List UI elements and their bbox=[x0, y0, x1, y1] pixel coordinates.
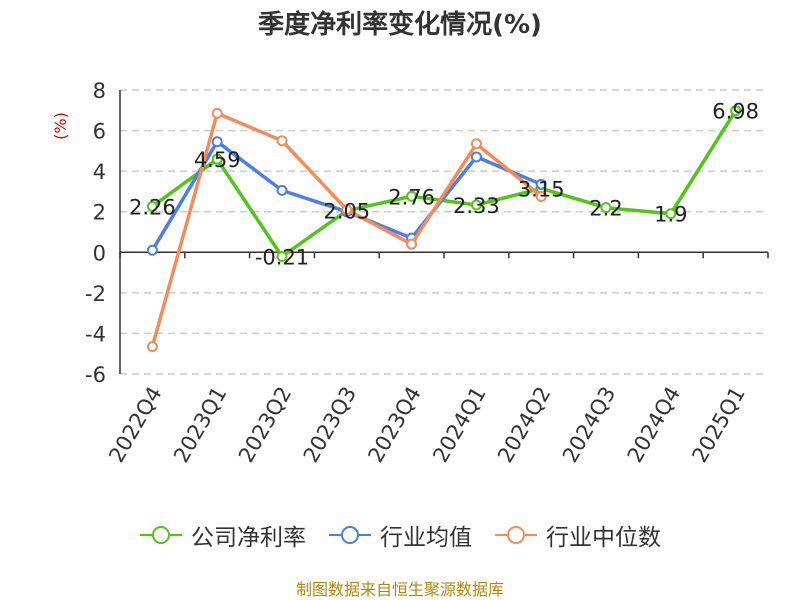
data-point bbox=[276, 184, 288, 196]
data-label: 4.59 bbox=[194, 148, 241, 172]
data-point bbox=[211, 107, 223, 119]
data-label: 2.05 bbox=[323, 200, 370, 224]
data-point bbox=[211, 136, 223, 148]
y-tick-label: 2 bbox=[93, 201, 106, 225]
data-point bbox=[146, 244, 158, 256]
data-label: -0.21 bbox=[255, 246, 309, 270]
legend: 公司净利率 行业均值 行业中位数 bbox=[0, 518, 800, 552]
legend-marker-icon bbox=[140, 526, 182, 544]
y-tick-label: 0 bbox=[93, 241, 106, 265]
data-label: 2.33 bbox=[453, 194, 500, 218]
data-point bbox=[146, 341, 158, 353]
x-tick-label: 2024Q2 bbox=[493, 383, 555, 467]
data-label: 3.15 bbox=[518, 177, 565, 201]
legend-marker-icon bbox=[495, 526, 537, 544]
data-point bbox=[211, 153, 223, 165]
x-tick-label: 2023Q2 bbox=[234, 383, 296, 467]
data-point bbox=[146, 200, 158, 212]
data-point bbox=[341, 204, 353, 216]
x-tick-label: 2024Q4 bbox=[623, 383, 685, 467]
x-tick-label: 2023Q1 bbox=[169, 383, 231, 467]
y-tick-label: 4 bbox=[93, 160, 106, 184]
x-tick-label: 2023Q3 bbox=[299, 383, 361, 467]
data-point bbox=[730, 105, 742, 117]
legend-marker-icon bbox=[329, 526, 371, 544]
data-point bbox=[535, 178, 547, 190]
data-point bbox=[470, 199, 482, 211]
series-line bbox=[151, 109, 738, 259]
x-tick-label: 2024Q1 bbox=[428, 383, 490, 467]
data-label: 2.26 bbox=[129, 195, 176, 219]
legend-item[interactable]: 公司净利率 bbox=[139, 518, 306, 552]
data-point bbox=[665, 208, 677, 220]
y-tick-label: -6 bbox=[85, 363, 106, 387]
source-note: 制图数据来自恒生聚源数据库 bbox=[295, 580, 504, 599]
y-tick-label: -4 bbox=[85, 322, 106, 346]
x-tick-label: 2022Q4 bbox=[104, 383, 166, 467]
data-point bbox=[470, 138, 482, 150]
chart-title: 季度净利率变化情况(%) bbox=[258, 10, 542, 40]
y-axis-label: (%) bbox=[51, 112, 70, 140]
x-tick-label: 2025Q1 bbox=[687, 383, 749, 467]
y-tick-label: 6 bbox=[93, 120, 106, 144]
data-label: 2.76 bbox=[388, 185, 435, 209]
data-label: 6.98 bbox=[712, 100, 759, 124]
data-point bbox=[406, 238, 418, 250]
legend-label: 行业均值 bbox=[380, 525, 472, 551]
data-point bbox=[600, 202, 612, 214]
data-label: 2.2 bbox=[589, 197, 622, 221]
legend-label: 公司净利率 bbox=[191, 525, 306, 551]
x-tick-label: 2023Q4 bbox=[363, 383, 425, 467]
legend-label: 行业中位数 bbox=[546, 525, 661, 551]
legend-item[interactable]: 行业中位数 bbox=[494, 518, 661, 552]
legend-item[interactable]: 行业均值 bbox=[328, 518, 472, 552]
data-point bbox=[535, 191, 547, 202]
x-tick-label: 2024Q3 bbox=[558, 383, 620, 467]
data-point bbox=[276, 251, 288, 263]
y-tick-label: -2 bbox=[85, 282, 106, 306]
data-point bbox=[276, 135, 288, 147]
y-tick-label: 8 bbox=[93, 79, 106, 103]
data-point bbox=[470, 151, 482, 163]
data-point bbox=[406, 190, 418, 202]
data-label: 1.9 bbox=[654, 203, 687, 227]
